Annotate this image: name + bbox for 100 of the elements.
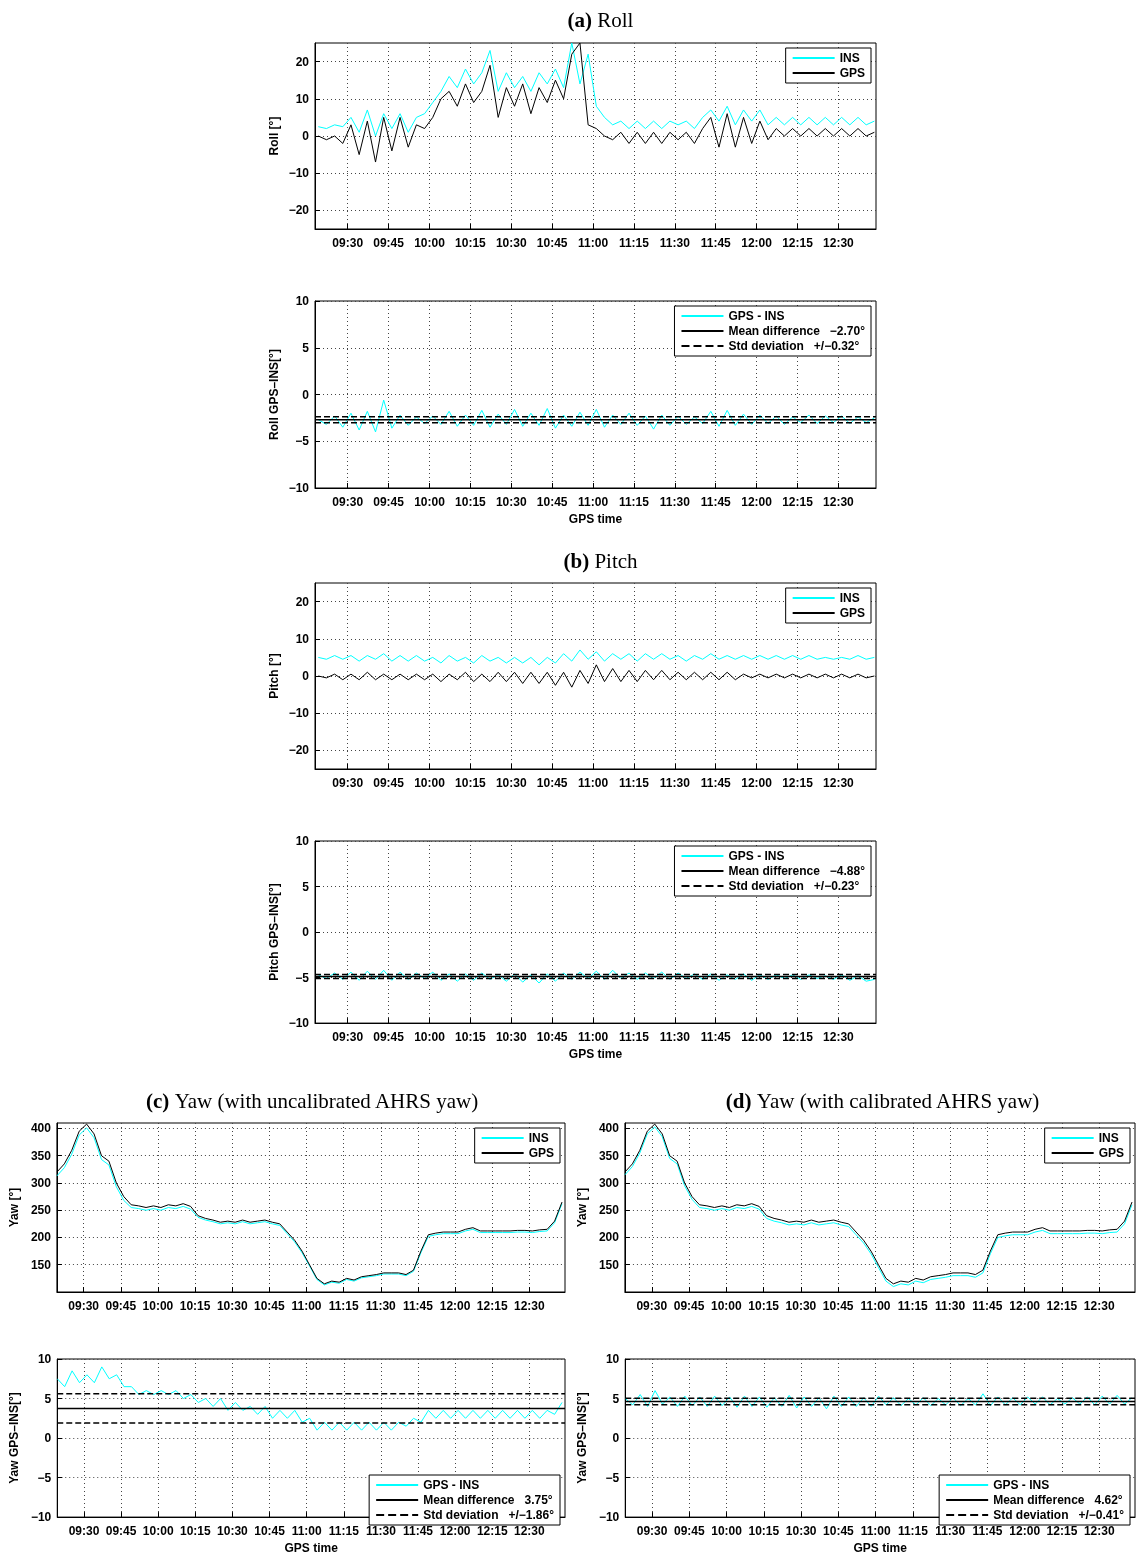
x-tick-label: 12:15: [476, 1299, 508, 1313]
y-tick-label: −10: [288, 1016, 310, 1031]
legend-label: GPS: [839, 66, 865, 80]
y-tick-label: 0: [302, 669, 310, 683]
x-tick-label: 12:00: [439, 1524, 471, 1539]
legend-label: GPS: [1098, 1146, 1124, 1160]
y-tick-label: −10: [30, 1510, 52, 1525]
y-tick-label: 10: [295, 91, 310, 106]
x-tick-label: 10:30: [785, 1524, 817, 1539]
x-tick-label: 10:45: [536, 236, 568, 250]
x-tick-label: 12:00: [1009, 1524, 1041, 1539]
y-tick-label: 150: [30, 1257, 52, 1272]
x-tick-label: 09:45: [373, 236, 405, 250]
line-series: [317, 969, 875, 984]
x-tick-label: 10:00: [142, 1299, 174, 1313]
y-tick-label: 250: [30, 1203, 52, 1218]
x-tick-label: 11:45: [700, 236, 732, 250]
x-tick-label: 10:45: [254, 1299, 286, 1313]
x-tick-label: 12:30: [823, 236, 855, 250]
x-tick-label: 11:45: [700, 1030, 732, 1045]
x-tick-label: 10:15: [455, 495, 487, 509]
x-tick-label: 10:00: [711, 1524, 743, 1539]
y-tick-label: −5: [605, 1470, 620, 1485]
x-tick-label: 12:30: [513, 1299, 546, 1313]
x-axis-title: GPS time: [853, 1541, 908, 1555]
x-tick-label: 11:15: [618, 236, 650, 250]
x-tick-label: 09:45: [673, 1524, 706, 1539]
y-axis-title: Yaw GPS–INS[°]: [7, 1392, 21, 1484]
x-tick-label: 10:00: [414, 495, 446, 509]
y-axis-title: Pitch GPS–INS[°]: [267, 883, 281, 981]
x-tick-label: 12:00: [741, 776, 773, 790]
x-tick-label: 12:15: [476, 1524, 508, 1539]
legend-label: Std deviation +/−1.86°: [423, 1508, 555, 1522]
x-tick-label: 10:30: [495, 495, 527, 509]
y-axis-title: Yaw [°]: [7, 1187, 21, 1228]
legend-label: INS: [839, 51, 860, 65]
x-tick-label: 09:45: [105, 1524, 137, 1539]
x-tick-label: 11:45: [403, 1524, 434, 1539]
x-tick-label: 11:30: [365, 1299, 397, 1313]
x-tick-label: 11:30: [935, 1299, 966, 1313]
x-tick-label: 10:45: [536, 1030, 568, 1045]
y-tick-label: 250: [598, 1203, 620, 1218]
line-series: [56, 1366, 563, 1431]
y-tick-label: 20: [295, 594, 310, 609]
x-tick-label: 10:45: [822, 1299, 854, 1313]
y-tick-label: −20: [288, 203, 310, 218]
x-tick-label: 11:15: [897, 1299, 929, 1313]
x-tick-label: 09:45: [673, 1299, 705, 1313]
x-axis-title: GPS time: [568, 1047, 623, 1061]
y-axis-title: Yaw GPS–INS[°]: [575, 1392, 589, 1484]
x-tick-label: 10:15: [179, 1299, 211, 1313]
y-tick-label: 10: [295, 834, 310, 848]
x-tick-label: 11:00: [578, 776, 609, 790]
x-tick-label: 12:15: [1046, 1299, 1078, 1313]
y-tick-label: 200: [30, 1230, 52, 1245]
legend-label: Mean difference 4.62°: [993, 1493, 1123, 1507]
x-tick-label: 10:15: [455, 776, 487, 790]
x-tick-label: 10:15: [455, 236, 487, 250]
legend-label: Mean difference −4.88°: [728, 864, 866, 878]
x-tick-label: 11:45: [700, 495, 732, 509]
x-tick-label: 09:45: [373, 1030, 405, 1045]
x-tick-label: 11:30: [659, 236, 691, 250]
x-tick-label: 11:45: [700, 776, 732, 790]
y-tick-label: 10: [37, 1352, 52, 1366]
chart-title: (c) Yaw (with uncalibrated AHRS yaw): [145, 1088, 479, 1113]
x-tick-label: 11:00: [578, 495, 609, 509]
x-tick-label: 09:30: [636, 1299, 668, 1313]
x-tick-label: 11:45: [972, 1524, 1003, 1539]
line-series: [317, 42, 875, 137]
x-tick-label: 11:00: [291, 1299, 322, 1313]
x-tick-label: 11:15: [618, 776, 650, 790]
x-tick-label: 11:30: [365, 1524, 397, 1539]
legend-label: GPS - INS: [728, 309, 785, 323]
y-tick-label: −10: [598, 1510, 620, 1525]
y-axis-title: Roll GPS–INS[°]: [267, 349, 281, 440]
x-tick-label: 10:15: [179, 1524, 211, 1539]
y-tick-label: 300: [598, 1175, 620, 1190]
x-tick-label: 11:00: [578, 1030, 609, 1045]
y-tick-label: 0: [302, 387, 310, 402]
x-tick-label: 12:15: [1046, 1524, 1078, 1539]
y-tick-label: 350: [30, 1148, 52, 1163]
line-series: [624, 1390, 1133, 1410]
line-series: [317, 649, 875, 666]
x-tick-label: 12:30: [1083, 1299, 1115, 1313]
x-tick-label: 12:30: [823, 776, 855, 790]
x-tick-label: 11:30: [659, 776, 691, 790]
y-tick-label: −10: [288, 481, 310, 495]
y-tick-label: 5: [612, 1391, 620, 1406]
legend-label: INS: [839, 591, 860, 605]
x-tick-label: 09:30: [332, 1030, 364, 1045]
y-axis-title: Roll [°]: [267, 116, 281, 156]
x-tick-label: 11:45: [972, 1299, 1003, 1313]
y-tick-label: 0: [612, 1431, 620, 1446]
y-tick-label: 5: [302, 340, 310, 355]
x-tick-label: 09:45: [373, 776, 405, 790]
x-tick-label: 11:30: [659, 495, 691, 509]
legend-label: Std deviation +/−0.41°: [993, 1508, 1125, 1522]
x-tick-label: 10:30: [216, 1299, 248, 1313]
x-tick-label: 10:30: [217, 1524, 249, 1539]
legend-label: Std deviation +/−0.23°: [728, 879, 860, 893]
